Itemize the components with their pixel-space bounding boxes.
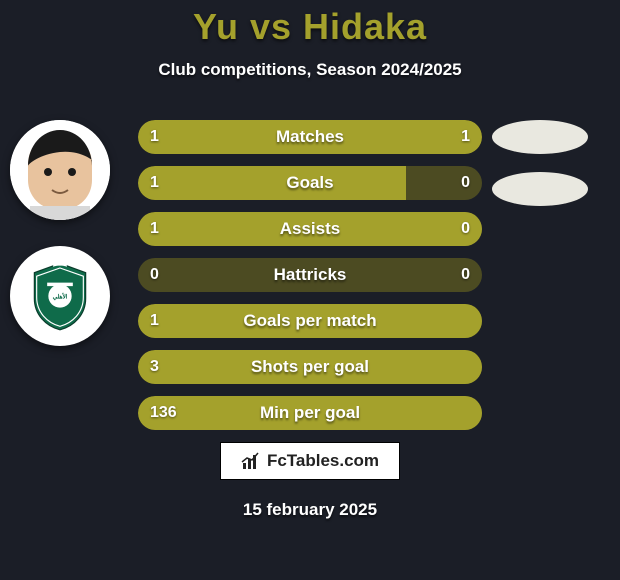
right-column	[492, 120, 602, 224]
club-crest: الأهلي	[10, 246, 110, 346]
stat-row: 10Assists	[138, 212, 482, 246]
comparison-card: Yu vs Hidaka Club competitions, Season 2…	[0, 0, 620, 580]
stat-row: 1Goals per match	[138, 304, 482, 338]
right-ellipse	[492, 172, 588, 206]
branding-text: FcTables.com	[267, 451, 379, 471]
stat-row: 11Matches	[138, 120, 482, 154]
stat-label: Goals	[138, 166, 482, 200]
left-column: الأهلي	[10, 120, 130, 372]
date-text: 15 february 2025	[0, 500, 620, 520]
page-title: Yu vs Hidaka	[0, 6, 620, 48]
chart-icon	[241, 451, 261, 471]
player-avatar	[10, 120, 110, 220]
stat-row: 3Shots per goal	[138, 350, 482, 384]
stat-label: Goals per match	[138, 304, 482, 338]
stat-label: Assists	[138, 212, 482, 246]
stats-container: 11Matches 10Goals 10Assists 00Hattricks 1Goa…	[138, 120, 482, 442]
stat-row: 00Hattricks	[138, 258, 482, 292]
right-ellipse	[492, 120, 588, 154]
stat-row: 136Min per goal	[138, 396, 482, 430]
branding-badge[interactable]: FcTables.com	[220, 442, 400, 480]
subtitle: Club competitions, Season 2024/2025	[0, 60, 620, 80]
shield-icon: الأهلي	[25, 261, 95, 331]
stat-label: Min per goal	[138, 396, 482, 430]
stat-row: 10Goals	[138, 166, 482, 200]
stat-label: Hattricks	[138, 258, 482, 292]
stat-label: Shots per goal	[138, 350, 482, 384]
stat-label: Matches	[138, 120, 482, 154]
face-icon	[10, 120, 110, 220]
